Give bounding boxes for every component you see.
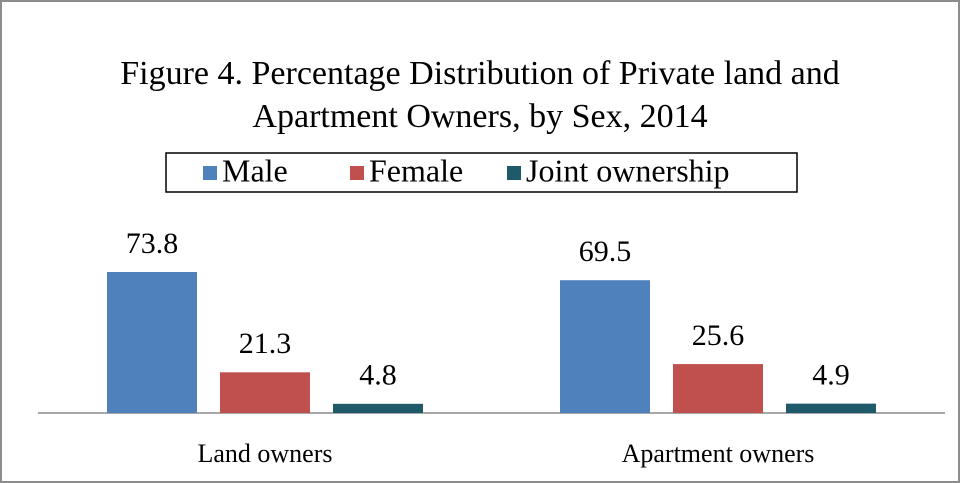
legend-label: Joint ownership (526, 152, 730, 188)
data-label: 4.9 (812, 359, 850, 392)
data-label: 69.5 (579, 235, 632, 268)
legend-box (165, 152, 798, 193)
legend-label: Female (369, 152, 463, 188)
chart-title: Figure 4. Percentage Distribution of Pri… (120, 55, 840, 135)
bar (220, 372, 310, 413)
legend-swatch (350, 166, 364, 180)
bar (786, 403, 876, 413)
bar (560, 280, 650, 413)
legend-swatch (507, 166, 521, 180)
legend-label: Male (222, 152, 288, 188)
data-label: 73.8 (126, 227, 179, 260)
data-label: 4.8 (359, 359, 397, 392)
bar (673, 364, 763, 413)
data-label: 25.6 (692, 319, 745, 352)
data-label: 21.3 (239, 327, 292, 360)
bar (333, 403, 423, 413)
x-tick-label: Apartment owners (622, 439, 815, 468)
bar (107, 272, 197, 413)
x-tick-label: Land owners (197, 439, 332, 468)
legend-swatch (203, 166, 217, 180)
